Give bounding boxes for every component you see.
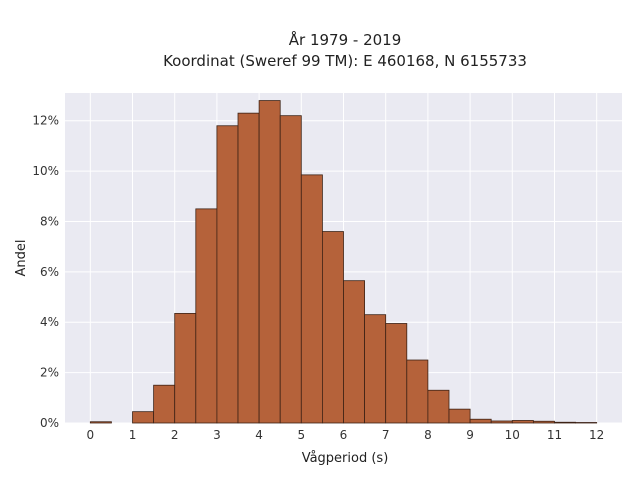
histogram-bar [343,280,365,424]
y-tick-label: 12% [32,114,59,128]
histogram-bar [448,408,471,424]
histogram-bar [554,421,576,424]
histogram-bar [427,389,450,424]
histogram-bar [258,100,281,424]
histogram-bar [490,420,513,424]
histogram-bar [174,313,197,424]
x-tick-label: 4 [255,428,263,442]
y-axis-label: Andel [14,240,29,277]
histogram-bar [575,422,598,424]
histogram-bar [469,418,492,424]
y-tick-label: 6% [40,265,59,279]
x-tick-label: 9 [466,428,474,442]
x-tick-label: 1 [129,428,137,442]
x-axis-label: Vågperiod (s) [302,451,389,466]
y-tick-label: 2% [40,366,59,380]
x-tick-label: 8 [424,428,432,442]
x-tick-label: 10 [505,428,520,442]
chart-title-line2: Koordinat (Sweref 99 TM): E 460168, N 61… [163,52,527,70]
histogram-bar [132,411,155,424]
y-tick-label: 0% [40,416,59,430]
histogram-bar [216,125,239,424]
histogram-bar [532,420,555,424]
histogram-bar [364,314,387,424]
x-tick-label: 12 [589,428,604,442]
chart-title-line1: År 1979 - 2019 [289,30,402,49]
histogram-bar [511,420,534,424]
x-tick-label: 0 [86,428,94,442]
y-ticks: 0% 2% 4% 6% 8% 10% 12% [32,114,59,430]
x-tick-label: 3 [213,428,221,442]
x-tick-label: 11 [547,428,562,442]
x-ticks: 0 1 2 3 4 5 6 7 8 9 10 11 12 [86,428,604,442]
bars [89,100,598,424]
histogram-bar [89,421,112,424]
y-tick-label: 8% [40,214,59,228]
x-tick-label: 7 [382,428,390,442]
y-tick-label: 4% [40,315,59,329]
histogram-bar [195,208,218,424]
histogram-bar [237,112,260,424]
histogram-bar [279,115,302,424]
y-tick-label: 10% [32,164,59,178]
histogram-bar [406,359,429,424]
x-tick-label: 5 [297,428,305,442]
histogram-bar [322,231,344,424]
x-tick-label: 2 [171,428,179,442]
histogram-bar [385,323,408,424]
histogram-bar [153,384,176,424]
x-tick-label: 6 [340,428,348,442]
histogram-bar [300,174,323,424]
